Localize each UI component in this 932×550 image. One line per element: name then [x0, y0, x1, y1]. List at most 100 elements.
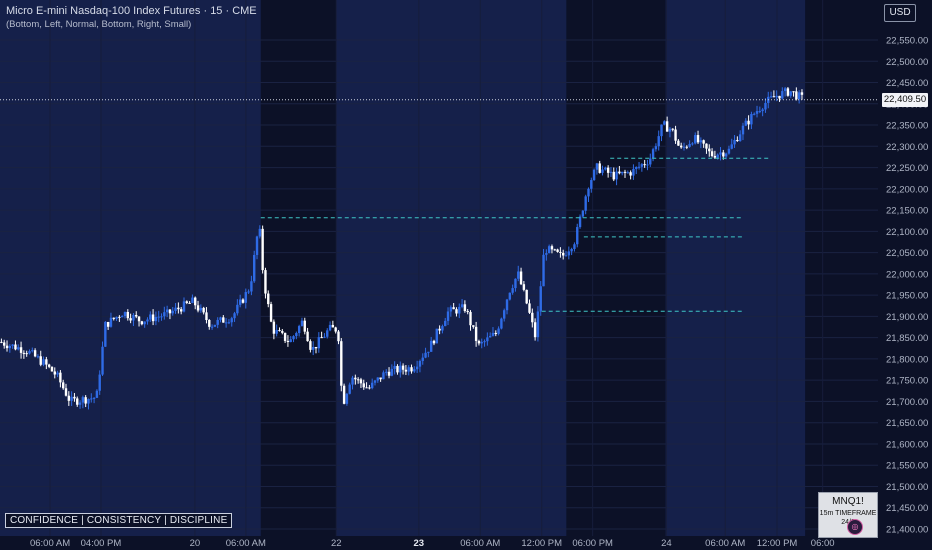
candle-body — [694, 135, 697, 144]
candle-body — [379, 377, 382, 380]
candle-body — [306, 331, 309, 342]
candle-body — [236, 304, 239, 314]
candle-body — [404, 369, 408, 372]
candle-body — [736, 139, 739, 142]
candle-body — [179, 309, 183, 312]
candle-body — [528, 303, 531, 313]
candle-body — [92, 397, 96, 399]
candle-body — [483, 341, 486, 343]
candle-body — [196, 305, 200, 311]
price-scale-bg[interactable] — [878, 0, 932, 550]
candle-body — [542, 254, 545, 287]
y-tick-label: 21,850.00 — [886, 333, 928, 344]
candle-body — [783, 88, 787, 92]
session-bands — [0, 0, 806, 536]
time-axis[interactable]: 06:00 AM 04:00 PM 20 06:00 AM 22 23 06:00 AM 12… — [30, 538, 835, 549]
candle-body — [533, 322, 537, 338]
x-tick-label: 12:00 PM — [521, 538, 562, 549]
motto-label: CONFIDENCE | CONSISTENCY | DISCIPLINE — [5, 513, 233, 528]
candle-body — [297, 326, 301, 334]
candle-body — [135, 314, 138, 317]
candle-body — [553, 249, 556, 251]
candle-body — [78, 402, 82, 405]
candle-body — [233, 313, 236, 319]
candle-body — [444, 320, 447, 327]
candle-body — [101, 346, 104, 375]
candle-body — [643, 164, 646, 166]
candle-body — [359, 379, 363, 384]
candle-body — [171, 310, 174, 314]
candle-body — [208, 319, 211, 327]
candle-body — [657, 136, 660, 147]
candle-body — [702, 140, 705, 144]
y-tick-label: 21,900.00 — [886, 312, 928, 323]
candle-body — [269, 304, 273, 322]
x-tick-label: 06:00 AM — [460, 538, 500, 549]
candles — [0, 86, 804, 410]
candle-body — [76, 398, 79, 405]
chart-title: Micro E-mini Nasdaq-100 Index Futures · … — [6, 5, 257, 17]
candle-body — [474, 326, 478, 341]
y-tick-label: 21,600.00 — [886, 439, 928, 450]
y-tick-label: 21,800.00 — [886, 354, 928, 365]
candle-body — [250, 281, 253, 292]
candle-body — [84, 397, 87, 404]
candle-body — [286, 340, 290, 343]
candle-body — [5, 345, 9, 349]
candle-body — [744, 120, 747, 126]
candle-body — [660, 124, 663, 137]
candle-body — [174, 307, 177, 311]
candle-body — [272, 321, 276, 334]
candle-body — [407, 367, 410, 372]
candle-body — [396, 365, 399, 373]
candle-body — [253, 254, 256, 282]
candle-body — [592, 169, 596, 181]
candle-body — [326, 330, 329, 337]
candle-body — [576, 227, 579, 245]
candle-body — [87, 399, 90, 404]
candle-body — [747, 120, 750, 125]
candle-body — [646, 164, 649, 166]
candle-body — [106, 321, 110, 327]
candle-body — [255, 236, 259, 255]
candle-body — [772, 96, 776, 98]
candle-body — [47, 364, 51, 367]
candle-body — [421, 357, 424, 361]
candle-body — [531, 312, 534, 323]
indicator-settings-label[interactable]: (Bottom, Left, Normal, Bottom, Right, Sm… — [6, 19, 192, 30]
candle-body — [800, 92, 804, 95]
candle-body — [8, 345, 12, 349]
grid-lines — [0, 0, 878, 536]
candle-body — [168, 309, 172, 314]
candle-body — [300, 320, 304, 327]
candle-body — [154, 316, 158, 322]
candle-body — [508, 292, 512, 300]
y-tick-label: 21,500.00 — [886, 482, 928, 493]
candle-body — [699, 140, 703, 143]
candle-body — [64, 388, 68, 396]
candle-body — [219, 317, 222, 320]
candle-body — [713, 155, 717, 158]
candle-body — [775, 95, 778, 98]
candle-body — [368, 387, 371, 389]
candle-body — [73, 396, 76, 399]
candle-body — [432, 340, 436, 344]
candle-body — [132, 314, 135, 321]
candle-body — [663, 121, 666, 125]
x-tick-label: 22 — [331, 538, 342, 549]
x-tick-label: 23 — [414, 538, 425, 549]
candle-body — [188, 302, 191, 304]
candle-body — [98, 374, 101, 391]
info-timeframe: 15m TIMEFRAME — [819, 510, 877, 517]
candle-body — [781, 91, 784, 99]
candle-body — [160, 316, 163, 318]
candle-body — [685, 146, 688, 148]
candle-body — [22, 352, 26, 354]
candle-body — [28, 351, 31, 354]
candle-body — [185, 301, 188, 303]
currency-button[interactable]: USD — [884, 4, 916, 22]
candle-body — [573, 244, 576, 249]
candle-body — [33, 350, 37, 357]
candle-body — [3, 342, 6, 346]
